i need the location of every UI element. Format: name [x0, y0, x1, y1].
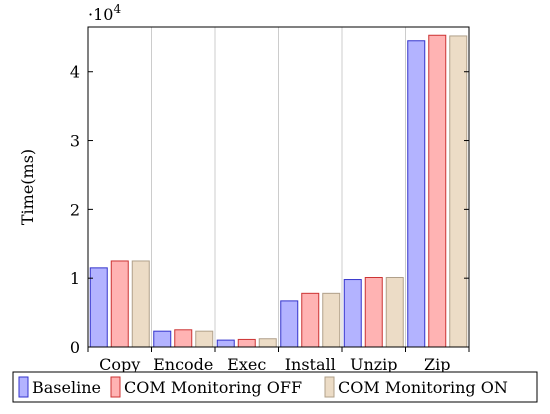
y-axis-ticks: 0 1 2 3 4 — [70, 63, 469, 357]
bar-exec-0 — [216, 339, 235, 348]
x-tick-label: Exec — [227, 355, 266, 374]
bar-encode-1 — [174, 329, 193, 348]
legend-label: Baseline — [32, 378, 101, 397]
grid-lines — [151, 27, 406, 347]
y-tick-label: 3 — [70, 132, 80, 151]
legend-swatch — [110, 376, 121, 398]
y-tick-label: 0 — [70, 338, 80, 357]
bar-copy-2 — [131, 260, 150, 348]
bar-exec-1 — [237, 338, 256, 348]
x-tick-label: Encode — [153, 355, 213, 374]
bar-exec-2 — [258, 338, 277, 348]
y-tick-label: 4 — [70, 63, 80, 82]
y-axis-label: Time(ms) — [18, 149, 37, 225]
y-scale-label: ·104 — [88, 2, 121, 24]
x-tick-label: Copy — [99, 355, 140, 374]
bar-copy-0 — [89, 267, 108, 348]
bars — [89, 34, 468, 348]
bar-unzip-1 — [364, 276, 383, 348]
bar-install-1 — [301, 292, 320, 348]
x-tick-label: Install — [285, 355, 336, 374]
bar-zip-0 — [407, 40, 426, 348]
bar-install-0 — [280, 300, 299, 348]
y-scale-exponent: 4 — [113, 2, 121, 16]
bar-zip-2 — [449, 35, 468, 348]
bar-install-2 — [322, 292, 341, 348]
legend: Baseline COM Monitoring OFF COM Monitoring… — [18, 376, 508, 398]
bar-encode-2 — [195, 330, 214, 348]
bar-copy-1 — [110, 260, 129, 348]
legend-swatch — [324, 376, 335, 398]
bar-unzip-2 — [385, 276, 404, 348]
legend-label: COM Monitoring ON — [338, 378, 508, 397]
x-tick-label: Unzip — [350, 355, 398, 374]
y-tick-label: 2 — [70, 200, 80, 219]
bar-encode-0 — [153, 330, 172, 348]
legend-swatch — [18, 376, 29, 398]
legend-label: COM Monitoring OFF — [124, 378, 302, 397]
bar-zip-1 — [428, 34, 447, 348]
x-tick-label: Zip — [424, 355, 450, 374]
bar-unzip-0 — [343, 279, 362, 348]
y-tick-label: 1 — [70, 269, 80, 288]
legend-box — [12, 371, 538, 403]
x-axis-ticks: Copy Encode Exec Install Unzip Zip — [87, 347, 470, 374]
